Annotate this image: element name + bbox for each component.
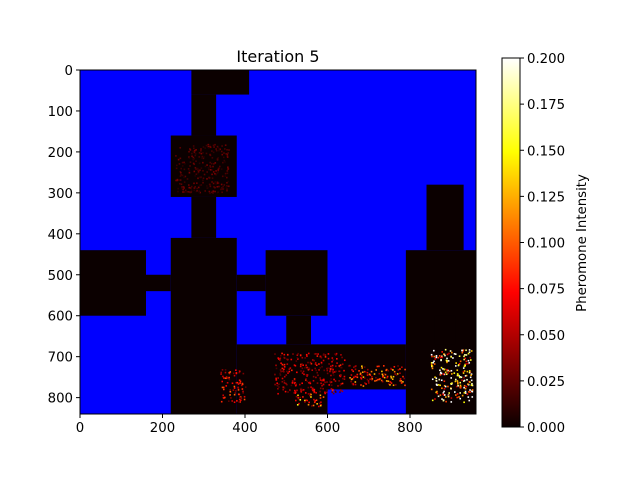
- x-tick-label: 600: [315, 421, 340, 436]
- y-axis: 0 100 200 300 400 500 600 700 800: [48, 64, 80, 407]
- y-tick-label: 700: [48, 351, 73, 366]
- colorbar-tick-label: 0.175: [527, 98, 565, 113]
- open-cell: [146, 274, 171, 292]
- y-tick-label: 300: [48, 187, 73, 202]
- x-tick-label: 800: [397, 421, 422, 436]
- open-cell: [286, 315, 311, 345]
- open-cell: [191, 196, 217, 238]
- open-cell: [434, 315, 456, 345]
- pheromone-hotspot: [175, 143, 230, 195]
- colorbar-tick-label: 0.200: [527, 52, 565, 67]
- colorbar-tick-label: 0.150: [527, 144, 565, 159]
- colorbar-tick-label: 0.075: [527, 283, 565, 298]
- pheromone-hotspot: [430, 348, 474, 404]
- y-tick-label: 600: [48, 310, 73, 325]
- colorbar-tick-label: 0.050: [527, 329, 565, 344]
- y-tick-label: 200: [48, 146, 73, 161]
- open-cell: [170, 135, 237, 197]
- colorbar-label: Pheromone Intensity: [575, 174, 590, 312]
- colorbar-gradient: [501, 57, 521, 428]
- colorbar-tick-label: 0.125: [527, 190, 565, 205]
- x-tick-label: 400: [232, 421, 257, 436]
- open-cell: [191, 94, 217, 136]
- pheromone-hotspots: [175, 143, 474, 408]
- pheromone-hotspot: [220, 369, 247, 404]
- colorbar: 0.000 0.025 0.050 0.075 0.100 0.125 0.150 0.175…: [501, 52, 590, 436]
- y-tick-label: 400: [48, 228, 73, 243]
- colorbar-ticks: 0.000 0.025 0.050 0.075 0.100 0.125 0.150 0.175…: [520, 52, 565, 436]
- chart-title: Iteration 5: [236, 47, 319, 66]
- open-cell: [236, 274, 266, 292]
- open-cell: [191, 70, 250, 95]
- open-cell: [265, 250, 328, 316]
- open-cell: [170, 237, 237, 414]
- y-tick-label: 100: [48, 105, 73, 120]
- pheromone-hotspot: [348, 364, 406, 387]
- colorbar-tick-label: 0.100: [527, 237, 565, 252]
- y-tick-label: 0: [65, 64, 73, 79]
- open-cell: [426, 184, 464, 251]
- y-tick-label: 500: [48, 269, 73, 284]
- pheromone-hotspot: [294, 393, 325, 408]
- x-tick-label: 200: [150, 421, 175, 436]
- x-tick-label: 0: [76, 421, 84, 436]
- open-cell: [80, 250, 146, 316]
- pheromone-hotspot: [274, 352, 346, 395]
- x-axis: 0 200 400 600 800: [76, 414, 423, 436]
- plot-frame: [79, 69, 477, 415]
- colorbar-tick-label: 0.025: [527, 375, 565, 390]
- colorbar-tick-label: 0.000: [527, 421, 565, 436]
- y-tick-label: 800: [48, 392, 73, 407]
- heatmap-plot: [79, 69, 477, 415]
